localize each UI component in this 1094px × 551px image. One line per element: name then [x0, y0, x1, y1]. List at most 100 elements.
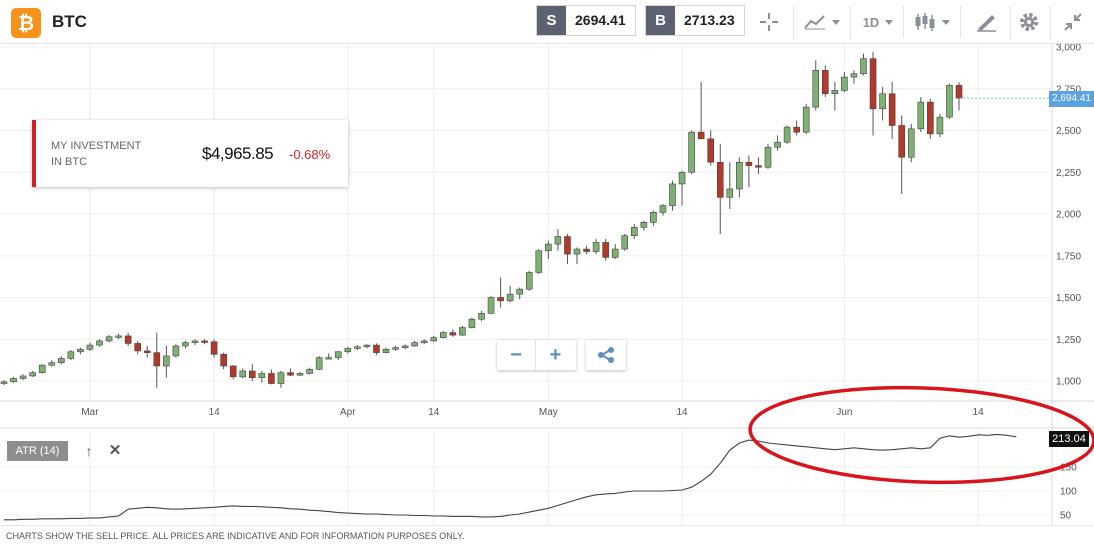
candle-body	[229, 365, 237, 378]
zoom-in-button[interactable]: +	[549, 343, 562, 366]
price-chart[interactable]: 3,000 2,750 2,500 2,250 2,000 1,750 1,500 1,250…	[0, 44, 1094, 525]
candle	[392, 345, 399, 351]
candle-body	[497, 297, 504, 302]
candle-body	[38, 364, 46, 373]
zoom-out-button[interactable]: −	[497, 340, 536, 370]
settings-button[interactable]	[1014, 7, 1044, 37]
candle	[516, 287, 524, 300]
candle-body	[124, 335, 132, 344]
candle-body	[77, 348, 84, 353]
candle	[821, 65, 829, 98]
candle	[917, 97, 925, 133]
toolbar-separator	[850, 6, 851, 38]
candle-body	[439, 332, 447, 338]
candle	[621, 234, 629, 251]
candle-body	[220, 353, 227, 367]
share-button[interactable]	[586, 340, 626, 370]
y-tick-label: 2,500	[1056, 126, 1081, 137]
candle-body	[955, 85, 963, 99]
candle	[726, 162, 734, 209]
timeframe-select[interactable]: 1D	[858, 7, 898, 37]
atr-indicator-label[interactable]: ATR (14)	[7, 441, 68, 461]
candle	[545, 240, 552, 260]
buy-price-button[interactable]: B 2713.23	[645, 5, 745, 36]
candle-body	[802, 106, 810, 133]
candle	[879, 87, 886, 121]
candle-body	[611, 248, 619, 258]
collapse-icon	[1064, 13, 1082, 31]
candle-body	[745, 161, 753, 166]
candle	[630, 224, 638, 240]
candle-body	[19, 375, 27, 379]
candle-body	[946, 85, 953, 118]
drawing-tools-button[interactable]	[968, 7, 1004, 37]
toolbar-separator	[903, 6, 904, 38]
investment-card[interactable]: MY INVESTMENT IN BTC $4,965.85 -0.68%	[32, 120, 348, 187]
candle	[669, 180, 676, 211]
x-tick-label: Apr	[340, 407, 356, 418]
candle	[143, 345, 151, 358]
crosshair-button[interactable]	[754, 7, 784, 37]
candle-body	[755, 165, 762, 168]
investment-label: MY INVESTMENT IN BTC	[51, 138, 141, 170]
candle	[554, 229, 562, 251]
candle	[239, 368, 247, 379]
candle-body	[287, 372, 294, 376]
candle-style-button[interactable]	[910, 7, 954, 37]
candle-body	[678, 171, 686, 185]
candle-body	[860, 58, 867, 75]
candle-body	[239, 370, 247, 378]
candle-body	[841, 76, 848, 91]
candle	[229, 365, 237, 380]
collapse-button[interactable]	[1058, 7, 1088, 37]
candle	[48, 360, 56, 367]
candle	[172, 344, 180, 358]
candle	[210, 339, 218, 358]
candle	[659, 203, 667, 216]
candle	[344, 346, 352, 354]
candle-body	[210, 341, 218, 355]
disclaimer-text: CHARTS SHOW THE SELL PRICE. ALL PRICES A…	[6, 531, 465, 541]
candle	[898, 115, 906, 194]
candle-body	[707, 138, 715, 163]
candle	[812, 60, 820, 111]
gear-icon	[1020, 13, 1038, 31]
buy-tag: B	[646, 6, 675, 35]
sell-price-button[interactable]: S 2694.41	[536, 5, 636, 36]
candle-body	[201, 340, 208, 343]
candle-body	[67, 351, 75, 359]
investment-label-line1: MY INVESTMENT	[51, 140, 142, 152]
line-chart-icon	[804, 15, 825, 30]
candle-body	[258, 373, 266, 378]
zoom-controls: − +	[497, 340, 576, 370]
chart-type-button[interactable]	[800, 7, 844, 37]
candle	[459, 325, 466, 336]
candle-body	[697, 131, 705, 140]
x-tick-label: Mar	[81, 407, 99, 418]
atr-remove-button[interactable]: ✕	[108, 442, 122, 459]
candle-body	[105, 336, 113, 342]
candle	[573, 247, 581, 265]
candle-body	[430, 337, 438, 342]
candle	[583, 245, 590, 255]
candle	[57, 355, 65, 365]
candle-body	[650, 212, 657, 223]
candle-body	[478, 313, 485, 320]
candle-body	[888, 93, 896, 126]
sell-price: 2694.41	[575, 12, 626, 28]
candle-body	[296, 373, 304, 376]
candle	[220, 352, 227, 370]
candle	[182, 340, 189, 349]
candle-body	[487, 297, 495, 314]
candle-body	[659, 205, 667, 213]
candle	[296, 371, 304, 376]
candle	[774, 135, 781, 151]
candle	[373, 343, 380, 356]
chart-axes: 3,000 2,750 2,500 2,250 2,000 1,750 1,500 1,250…	[81, 44, 1081, 522]
candle	[736, 157, 743, 198]
candle	[678, 170, 686, 206]
candle-body	[191, 340, 199, 343]
atr-move-up-button[interactable]: ↑	[85, 443, 93, 459]
candle-body	[306, 369, 313, 374]
candle	[468, 317, 476, 329]
